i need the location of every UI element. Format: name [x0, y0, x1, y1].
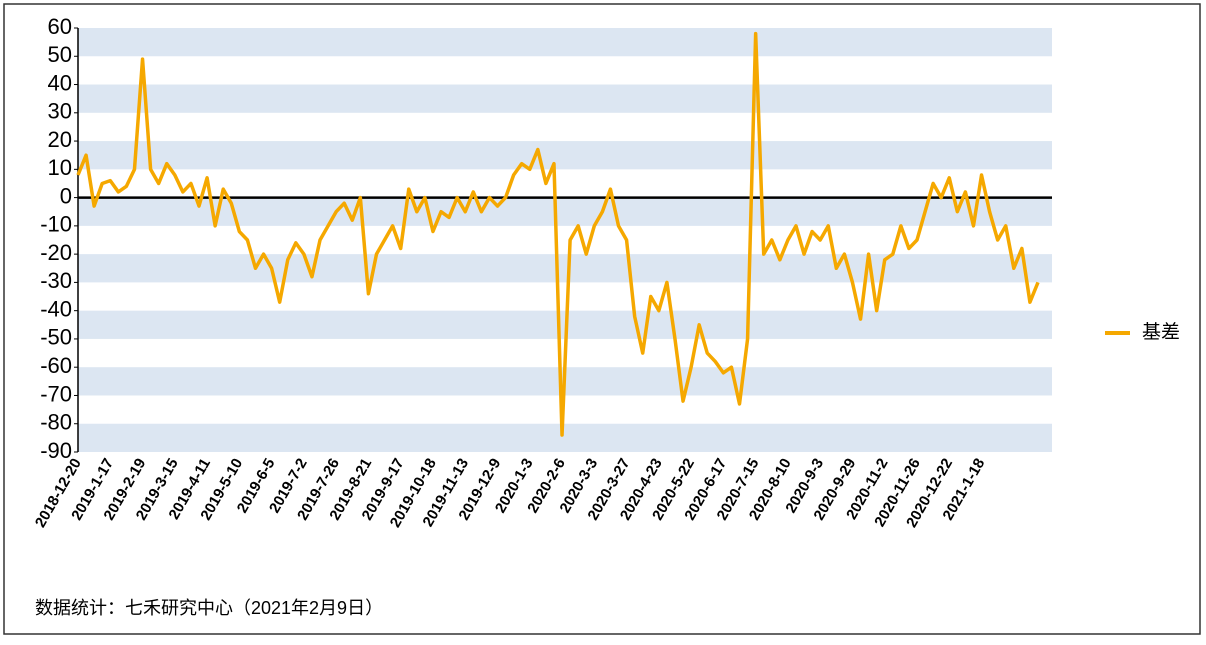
- legend-label: 基差: [1142, 321, 1180, 343]
- data-line: [76, 31, 1040, 437]
- grid-band: [78, 423, 1052, 452]
- grid-band: [78, 197, 1052, 226]
- y-tick-label: -10: [40, 212, 72, 237]
- grid-band: [78, 84, 1052, 113]
- y-tick-label: 30: [48, 99, 72, 124]
- y-tick-label: 50: [48, 42, 72, 67]
- y-tick-label: -40: [40, 296, 72, 321]
- y-tick-label: 20: [48, 127, 72, 152]
- y-tick-label: -70: [40, 381, 72, 406]
- y-tick-label: -80: [40, 410, 72, 435]
- grid-band: [78, 28, 1052, 57]
- grid-band: [78, 254, 1052, 283]
- y-tick-label: -90: [40, 438, 72, 463]
- y-tick-label: 60: [48, 14, 72, 39]
- y-tick-label: 40: [48, 70, 72, 95]
- y-tick-label: -30: [40, 268, 72, 293]
- grid-band: [78, 141, 1052, 170]
- y-tick-label: 0: [60, 183, 72, 208]
- y-tick-label: -50: [40, 325, 72, 350]
- y-tick-label: -20: [40, 240, 72, 265]
- y-tick-label: -60: [40, 353, 72, 378]
- source-note: 数据统计：七禾研究中心（2021年2月9日）: [35, 598, 383, 618]
- y-tick-label: 10: [48, 155, 72, 180]
